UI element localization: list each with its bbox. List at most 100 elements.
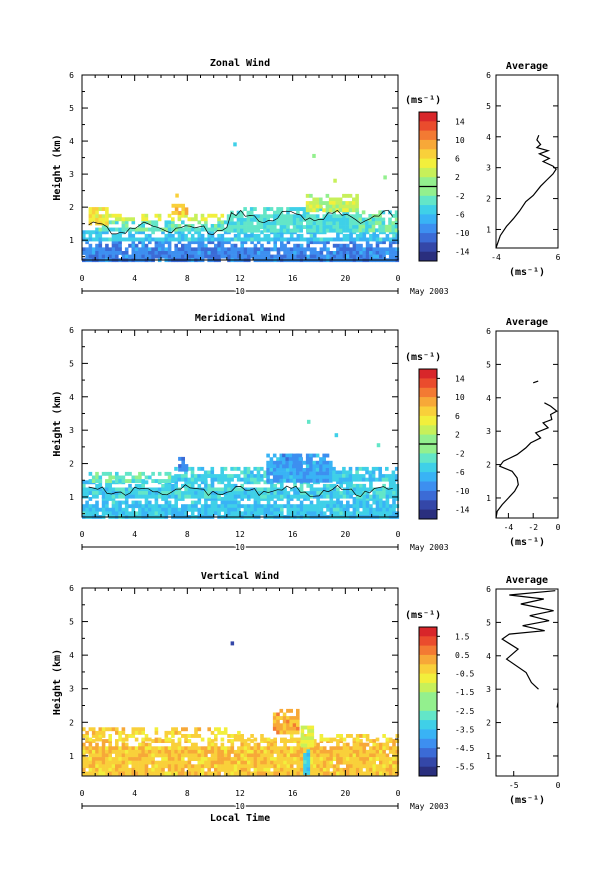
heatmap-cell [161, 247, 165, 252]
heatmap-cell [329, 764, 334, 769]
heatmap-cell [187, 230, 192, 235]
heatmap-cell [266, 237, 271, 242]
heatmap-cell [237, 233, 241, 238]
heatmap-cell [230, 507, 235, 512]
heatmap-cell [157, 767, 162, 772]
heatmap-cell [247, 497, 251, 501]
heatmap-cell [197, 254, 202, 259]
heatmap-cell [296, 767, 301, 772]
heatmap-cell [269, 214, 274, 219]
heatmap-cell [339, 480, 343, 485]
heatmap-cell [190, 254, 195, 259]
heatmap-cell [372, 487, 376, 492]
heatmap-cell [247, 251, 251, 255]
heatmap-cell [329, 228, 333, 233]
heatmap-field [82, 641, 400, 776]
heatmap-cell [260, 474, 264, 478]
heatmap-cell [316, 251, 320, 255]
heatmap-cell [197, 771, 202, 776]
heatmap-cell [282, 468, 287, 472]
heatmap-cell [392, 240, 396, 245]
heatmap-cell [299, 225, 303, 229]
heatmap-cell [260, 251, 264, 255]
heatmap-cell [315, 478, 320, 483]
heatmap-cell [272, 475, 277, 480]
heatmap-cell [85, 734, 89, 738]
heatmap-cell [342, 251, 347, 255]
heatmap-cell [124, 500, 129, 505]
heatmap-cell [385, 247, 390, 252]
heatmap-cell [303, 251, 307, 255]
heatmap-cell [285, 457, 289, 462]
heatmap-cell [171, 479, 175, 483]
heatmap-cell [237, 251, 241, 255]
heatmap-cell [316, 771, 320, 776]
heatmap-cell [279, 460, 284, 465]
heatmap-cell [342, 193, 346, 198]
heatmap-cell [141, 224, 145, 228]
heatmap-cell [299, 247, 304, 252]
heatmap-cell [141, 227, 145, 232]
heatmap-cell [312, 478, 317, 483]
heatmap-cell [359, 739, 363, 743]
heatmap-cell [128, 746, 132, 751]
heatmap-cell [233, 771, 238, 776]
heatmap-cell [194, 230, 198, 235]
heatmap-cell [332, 767, 337, 772]
heatmap-cell [338, 201, 343, 205]
heatmap-cell [306, 760, 311, 765]
heatmap-cell [369, 760, 373, 765]
heatmap-cell [319, 734, 324, 738]
heatmap-cell [289, 247, 294, 252]
heatmap-cell [266, 760, 271, 765]
heatmap-cell [292, 214, 297, 219]
heatmap-cell [313, 511, 317, 516]
colorbar-swatch [419, 369, 437, 379]
heatmap-cell [108, 737, 112, 742]
heatmap-cell [144, 771, 149, 776]
heatmap-cell [95, 207, 99, 211]
heatmap-cell [91, 734, 96, 738]
heatmap-cell [329, 749, 334, 754]
heatmap-cell [326, 749, 330, 754]
heatmap-cell [197, 753, 202, 758]
heatmap-cell [332, 771, 337, 776]
heatmap-cell [355, 193, 359, 198]
heatmap-cell [187, 237, 192, 242]
heatmap-cell [296, 757, 301, 761]
y-tick-label: 1 [69, 236, 74, 245]
heatmap-cell [300, 725, 305, 730]
heatmap-cell [181, 727, 185, 732]
heatmap-cell [220, 233, 225, 238]
heatmap-cell [259, 225, 264, 229]
heatmap-cell [190, 734, 195, 738]
heatmap-cell [174, 203, 179, 208]
heatmap-cell [283, 742, 287, 747]
heatmap-cell [298, 457, 303, 462]
heatmap-cell [95, 507, 99, 512]
heatmap-cell [286, 497, 291, 501]
heatmap-cell [200, 217, 205, 222]
heatmap-cell [339, 753, 343, 758]
heatmap-cell [296, 504, 301, 509]
heatmap-cell [111, 511, 116, 516]
heatmap-cell [115, 749, 119, 754]
heatmap-cell [177, 757, 182, 761]
heatmap-cell [286, 507, 291, 512]
heatmap-cell [88, 237, 93, 242]
heatmap-cell [148, 475, 152, 480]
heatmap-cell [299, 228, 303, 233]
heatmap-cell [332, 474, 336, 478]
heatmap-cell [157, 764, 162, 769]
heatmap-cell [141, 243, 145, 248]
heatmap-cell [361, 477, 366, 482]
heatmap-cell [342, 214, 346, 219]
heatmap-cell [194, 213, 198, 218]
heatmap-cell [283, 494, 287, 499]
heatmap-cell [309, 217, 313, 222]
heatmap-cell [342, 494, 347, 499]
heatmap-cell [101, 734, 106, 738]
heatmap-cell [177, 737, 182, 742]
heatmap-cell [359, 767, 363, 772]
heatmap-cell [309, 500, 314, 505]
